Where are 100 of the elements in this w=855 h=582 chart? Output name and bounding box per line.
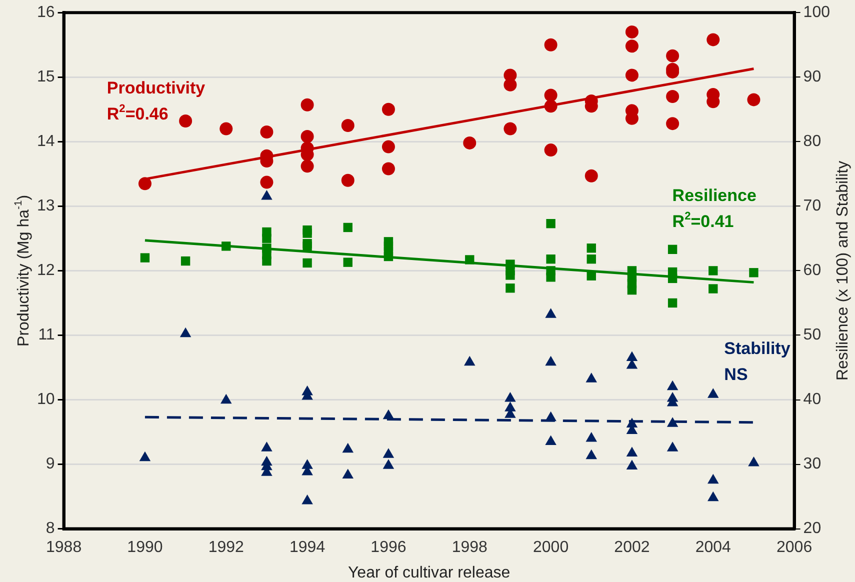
point (545, 435, 556, 445)
point (586, 244, 596, 253)
y-tick-label: 15 (37, 68, 55, 86)
point (382, 102, 395, 116)
x-tick-label: 2002 (614, 538, 650, 556)
point (748, 456, 760, 466)
point (546, 254, 556, 264)
point (586, 449, 598, 460)
y2-tick-label: 40 (803, 391, 822, 408)
y-tick-label: 13 (37, 198, 55, 215)
y-tick-label: 14 (37, 133, 55, 150)
point (666, 380, 678, 390)
point (382, 448, 394, 458)
x-tick-label: 2004 (695, 538, 732, 556)
point (666, 90, 680, 103)
text: Resilience (672, 186, 756, 206)
point (463, 136, 476, 150)
point (545, 411, 556, 422)
point (260, 176, 274, 189)
series-label: Productivity (106, 78, 206, 98)
point (382, 409, 394, 420)
point (708, 284, 718, 294)
point (262, 256, 272, 266)
point (384, 252, 394, 262)
point (666, 117, 680, 130)
point (504, 122, 517, 136)
point (586, 372, 598, 382)
point (668, 244, 678, 254)
point (544, 38, 558, 52)
y-tick-label: 8 (46, 520, 55, 538)
point (302, 258, 312, 268)
point (708, 266, 718, 276)
point (544, 100, 558, 113)
point (504, 78, 517, 92)
point (464, 356, 476, 366)
point (300, 130, 314, 143)
x-tick-label: 1996 (370, 538, 406, 556)
y2-tick-label: 60 (803, 262, 822, 280)
point (586, 432, 598, 442)
point (262, 234, 272, 244)
point (506, 284, 515, 293)
point (666, 417, 678, 427)
point (140, 253, 150, 262)
point (343, 258, 352, 267)
y2-tick-label: 100 (803, 4, 830, 22)
point (382, 140, 395, 154)
point (666, 442, 678, 452)
y-tick-label: 10 (37, 391, 55, 408)
y2-tick-label: 50 (803, 326, 822, 344)
point (260, 125, 274, 138)
x-tick-label: 2000 (533, 538, 569, 556)
point (747, 93, 760, 106)
point (342, 468, 354, 478)
point (341, 174, 354, 187)
x-tick-label: 1992 (208, 538, 244, 556)
point (220, 394, 232, 404)
point (465, 255, 474, 264)
y2-tick-label: 90 (803, 68, 822, 86)
y-tick-label: 16 (37, 4, 55, 22)
point (625, 40, 638, 53)
point (668, 298, 678, 308)
point (261, 442, 272, 452)
y-tick-label: 9 (46, 456, 55, 473)
point (625, 68, 638, 82)
point (222, 242, 231, 251)
y2-tick-label: 30 (803, 456, 822, 473)
point (382, 162, 395, 176)
point (584, 169, 598, 182)
x-tick-label: 1990 (127, 538, 163, 556)
point (506, 270, 515, 280)
x-axis-title: Year of cultivar release (348, 564, 510, 582)
y2-axis-title: Resilience (x 100) and Stability (834, 160, 852, 381)
y2-tick-label: 70 (803, 198, 822, 215)
x-tick-label: 1994 (290, 538, 326, 556)
point (302, 494, 313, 504)
point (302, 242, 312, 251)
point (544, 144, 558, 157)
point (546, 272, 556, 282)
point (626, 460, 638, 470)
point (586, 254, 596, 264)
point (666, 49, 680, 62)
point (341, 119, 354, 132)
point (302, 228, 312, 238)
point (586, 271, 596, 280)
point (708, 474, 719, 484)
point (220, 122, 233, 136)
point (706, 33, 720, 46)
point (708, 491, 719, 502)
point (180, 327, 192, 338)
annotation: NS (724, 364, 748, 384)
point (139, 451, 151, 462)
point (300, 98, 314, 112)
point (342, 442, 354, 453)
point (625, 25, 638, 38)
point (504, 392, 516, 402)
point (343, 222, 352, 232)
y2-tick-label: 80 (803, 133, 822, 150)
point (544, 88, 558, 102)
point (545, 356, 556, 366)
y-axis-title: Productivity (Mg ha-1) (13, 194, 32, 346)
